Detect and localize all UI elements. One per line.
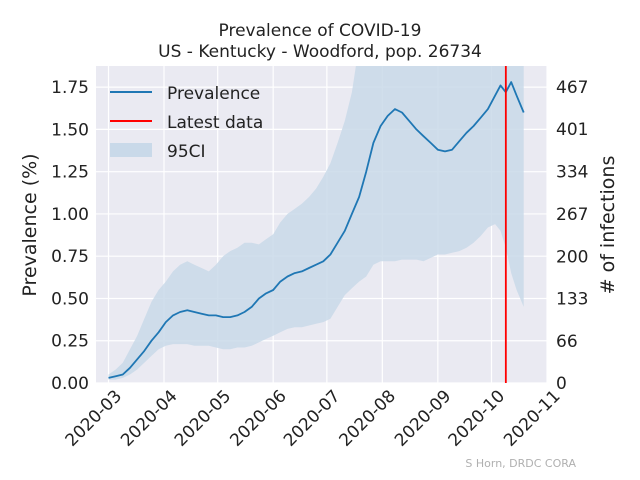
x-tick-label: 2020-08 [336,386,400,450]
y2-tick-label: 200 [556,247,588,267]
chart-subtitle: US - Kentucky - Woodford, pop. 26734 [158,42,482,62]
legend-label-prevalence: Prevalence [167,84,260,104]
y2-tick-label: 467 [556,78,588,98]
y2-axis-label: # of infections [597,156,619,295]
y2-axis-ticks: 0 66 133 200 267 334 401 467 [556,78,588,394]
y-tick-label: 1.50 [51,120,89,140]
prevalence-line [108,81,525,379]
x-tick-label: 2020-11 [500,386,564,450]
y-tick-label: 0.75 [51,247,89,267]
y2-tick-label: 0 [556,374,567,394]
y2-tick-label: 334 [556,162,588,182]
y2-tick-label: 267 [556,205,588,225]
x-tick-label: 2020-03 [62,386,126,450]
x-tick-label: 2020-05 [171,386,235,450]
y2-tick-label: 401 [556,120,588,140]
legend: Prevalence Latest data 95CI [110,84,263,162]
legend-label-latest: Latest data [167,113,263,133]
y-tick-label: 1.25 [51,163,89,183]
x-tick-label: 2020-04 [117,386,181,450]
y-tick-label: 0.00 [51,374,89,394]
legend-label-ci: 95CI [167,142,206,162]
x-axis-ticks: 2020-032020-042020-052020-062020-072020-… [62,386,565,450]
x-tick-label: 2020-10 [445,386,509,450]
y-tick-label: 1.00 [51,205,89,225]
chart-title: Prevalence of COVID-19 [219,21,422,41]
legend-swatch-ci [110,143,152,157]
y-tick-label: 0.25 [51,332,89,352]
x-tick-label: 2020-06 [226,386,290,450]
ci-band-95 [108,66,524,380]
x-tick-label: 2020-07 [280,386,344,450]
credit-text: S Horn, DRDC CORA [465,457,576,470]
x-tick-label: 2020-09 [391,386,455,450]
y2-tick-label: 66 [556,332,578,352]
y-tick-label: 1.75 [51,78,89,98]
y-tick-label: 0.50 [51,289,89,309]
y-axis-label: Prevalence (%) [19,153,41,296]
y-axis-ticks: 0.00 0.25 0.50 0.75 1.00 1.25 1.50 1.75 [51,78,89,394]
y2-tick-label: 133 [556,290,588,310]
